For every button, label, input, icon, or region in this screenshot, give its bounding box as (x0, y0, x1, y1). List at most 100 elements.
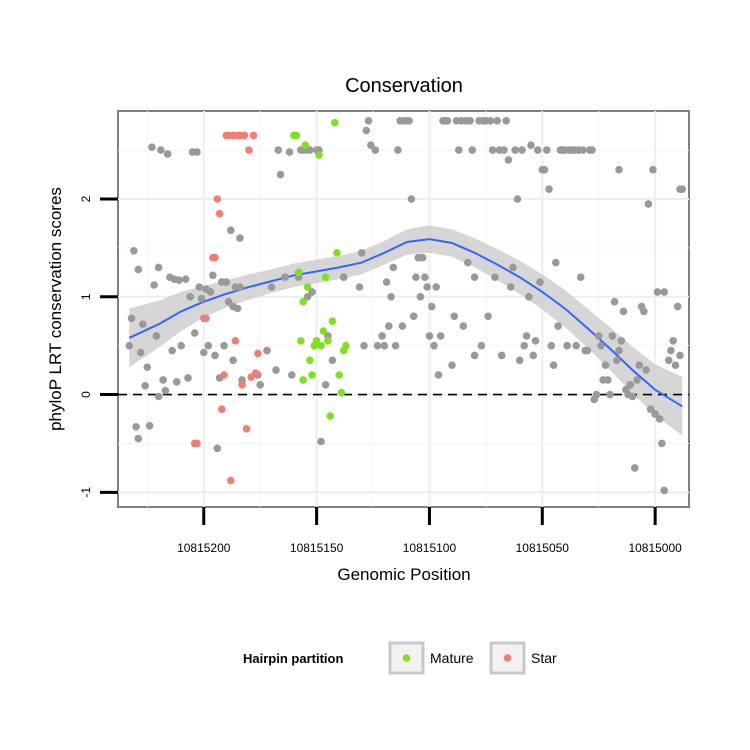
point-other (635, 361, 644, 370)
point-other (357, 249, 366, 257)
point-other (613, 356, 621, 365)
point-other (432, 283, 441, 291)
point-mature (297, 337, 305, 345)
point-other (157, 146, 165, 154)
point-other (626, 381, 635, 389)
point-other (610, 297, 619, 306)
point-mature (292, 131, 301, 140)
point-mature (306, 356, 314, 365)
point-other (660, 486, 668, 495)
legend-label-mature: Mature (430, 650, 474, 666)
point-other (143, 363, 152, 372)
point-other (364, 117, 373, 125)
point-other (405, 117, 413, 125)
point-other (642, 366, 650, 374)
data-points (125, 117, 686, 495)
smooth-trend-line (128, 238, 683, 408)
point-other (540, 165, 549, 174)
point-other (486, 117, 495, 125)
point-other (525, 293, 533, 301)
point-other (423, 283, 432, 291)
point-other (543, 146, 551, 154)
point-other (509, 263, 517, 272)
point-other (321, 381, 330, 389)
point-other (421, 273, 429, 282)
y-axis-title: phyloP LRT conservation scores (46, 187, 65, 431)
point-other (443, 117, 452, 125)
point-other (409, 312, 418, 321)
point-other (563, 341, 571, 350)
point-other (649, 165, 657, 174)
point-mature (333, 249, 341, 257)
point-other (500, 146, 508, 154)
point-other (209, 271, 217, 280)
point-mature (337, 388, 346, 397)
point-star (211, 253, 219, 262)
x-axis: 10815200 10815150 10815100 10815050 10815000 (177, 507, 682, 555)
point-other (236, 283, 244, 291)
point-other (628, 392, 637, 401)
point-other (554, 322, 562, 330)
point-other (470, 351, 479, 360)
point-other (308, 288, 316, 296)
point-star (215, 209, 224, 218)
point-star (249, 131, 258, 140)
point-other (281, 273, 289, 282)
point-mature (315, 151, 323, 159)
point-other (204, 341, 213, 350)
point-other (549, 361, 558, 370)
point-other (430, 341, 438, 350)
point-other (673, 302, 682, 311)
point-other (552, 258, 560, 267)
point-mature (326, 412, 335, 420)
point-star (245, 146, 253, 154)
x-tick-label: 10815000 (628, 541, 682, 555)
point-other (601, 361, 610, 370)
point-other (669, 337, 677, 345)
y-tick-label: 2 (79, 195, 93, 202)
point-star (227, 476, 235, 485)
point-other (272, 366, 280, 374)
point-other (339, 273, 348, 282)
x-tick-label: 10815200 (177, 541, 231, 555)
point-other (522, 332, 531, 340)
x-axis-title: Genomic Position (337, 565, 470, 584)
point-other (518, 146, 526, 154)
point-other (378, 332, 386, 340)
point-other (362, 126, 371, 135)
point-other (425, 332, 434, 340)
point-other (658, 439, 666, 448)
point-other (450, 312, 459, 321)
point-star (202, 314, 210, 323)
point-other (222, 278, 231, 286)
point-other (195, 283, 203, 291)
point-other (360, 341, 368, 350)
point-other (520, 341, 528, 350)
legend-entry-mature: Mature (388, 641, 474, 675)
point-other (227, 226, 235, 235)
point-other (644, 200, 653, 208)
chart-title: Conservation (345, 75, 463, 97)
point-other (491, 273, 499, 282)
point-other (502, 117, 511, 125)
point-other (515, 356, 524, 365)
point-other (606, 390, 614, 399)
point-other (175, 276, 183, 285)
point-other (141, 382, 149, 390)
point-other (125, 341, 134, 350)
point-other (466, 117, 474, 125)
point-other (615, 346, 623, 355)
point-other (592, 390, 601, 399)
point-mature (299, 376, 307, 384)
point-mature (303, 283, 312, 291)
y-tick-label: 0 (79, 391, 93, 398)
point-other (427, 302, 436, 311)
point-other (148, 143, 156, 151)
point-mature (342, 341, 350, 350)
point-other (328, 356, 337, 365)
legend-entry-star: Star (489, 641, 557, 675)
point-other (233, 304, 242, 313)
point-other (154, 263, 163, 272)
point-other (181, 275, 190, 284)
